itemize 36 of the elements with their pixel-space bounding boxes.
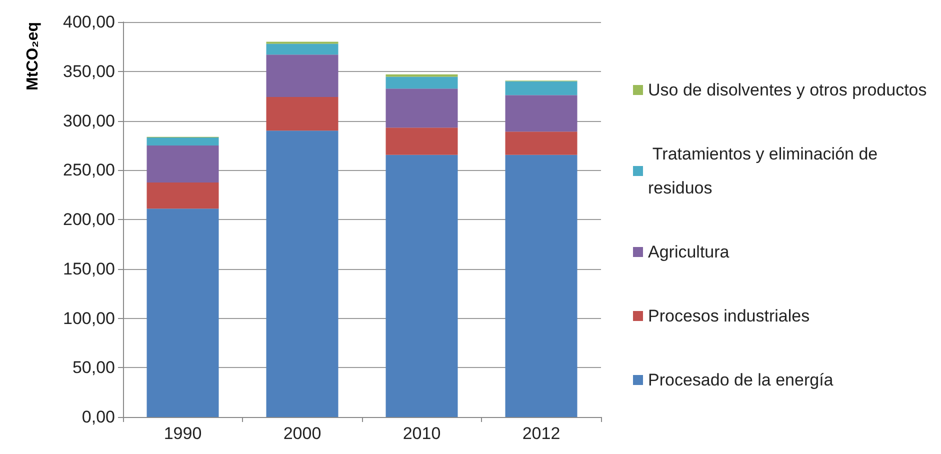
y-tick-label: 100,00: [63, 308, 115, 328]
bar: [505, 95, 578, 132]
bar: [386, 76, 458, 89]
y-tick-label: 200,00: [63, 210, 115, 229]
y-tick-label: 0,00: [82, 408, 115, 426]
y-axis-title: MtCO₂eq: [24, 22, 42, 90]
y-tick-label: 350,00: [63, 62, 115, 81]
x-tick-label: 2010: [402, 424, 441, 443]
bar: [266, 44, 338, 55]
bar: [505, 154, 578, 417]
bar: [266, 130, 338, 417]
y-tick-label: 50,00: [72, 358, 115, 378]
legend-label: Agricultura: [648, 242, 730, 262]
legend-label: Uso de disolventes y otros productos: [648, 80, 927, 100]
y-tick-label: 300,00: [63, 111, 115, 130]
y-tick-label: 250,00: [63, 160, 115, 180]
bar: [266, 54, 338, 98]
bar: [386, 88, 458, 128]
legend-label: Tratamientos y eliminación de residuos: [648, 144, 882, 198]
bar: [386, 128, 458, 155]
legend-label: Procesos industriales: [648, 306, 810, 326]
bar: [505, 132, 578, 155]
x-tick-label: 1990: [164, 424, 202, 443]
bar: [505, 81, 578, 96]
x-tick-label: 2012: [522, 424, 560, 443]
bar: [386, 74, 458, 77]
y-tick-label: 150,00: [63, 259, 115, 278]
x-tick-label: 2000: [283, 424, 322, 443]
bar: [146, 145, 219, 182]
bar: [146, 138, 219, 146]
bar: [386, 154, 458, 417]
bar: [146, 182, 219, 209]
bar: [146, 208, 219, 417]
y-tick-label: 400,00: [63, 12, 115, 32]
legend-label: Procesado de la energía: [648, 370, 834, 390]
bar: [266, 97, 338, 131]
